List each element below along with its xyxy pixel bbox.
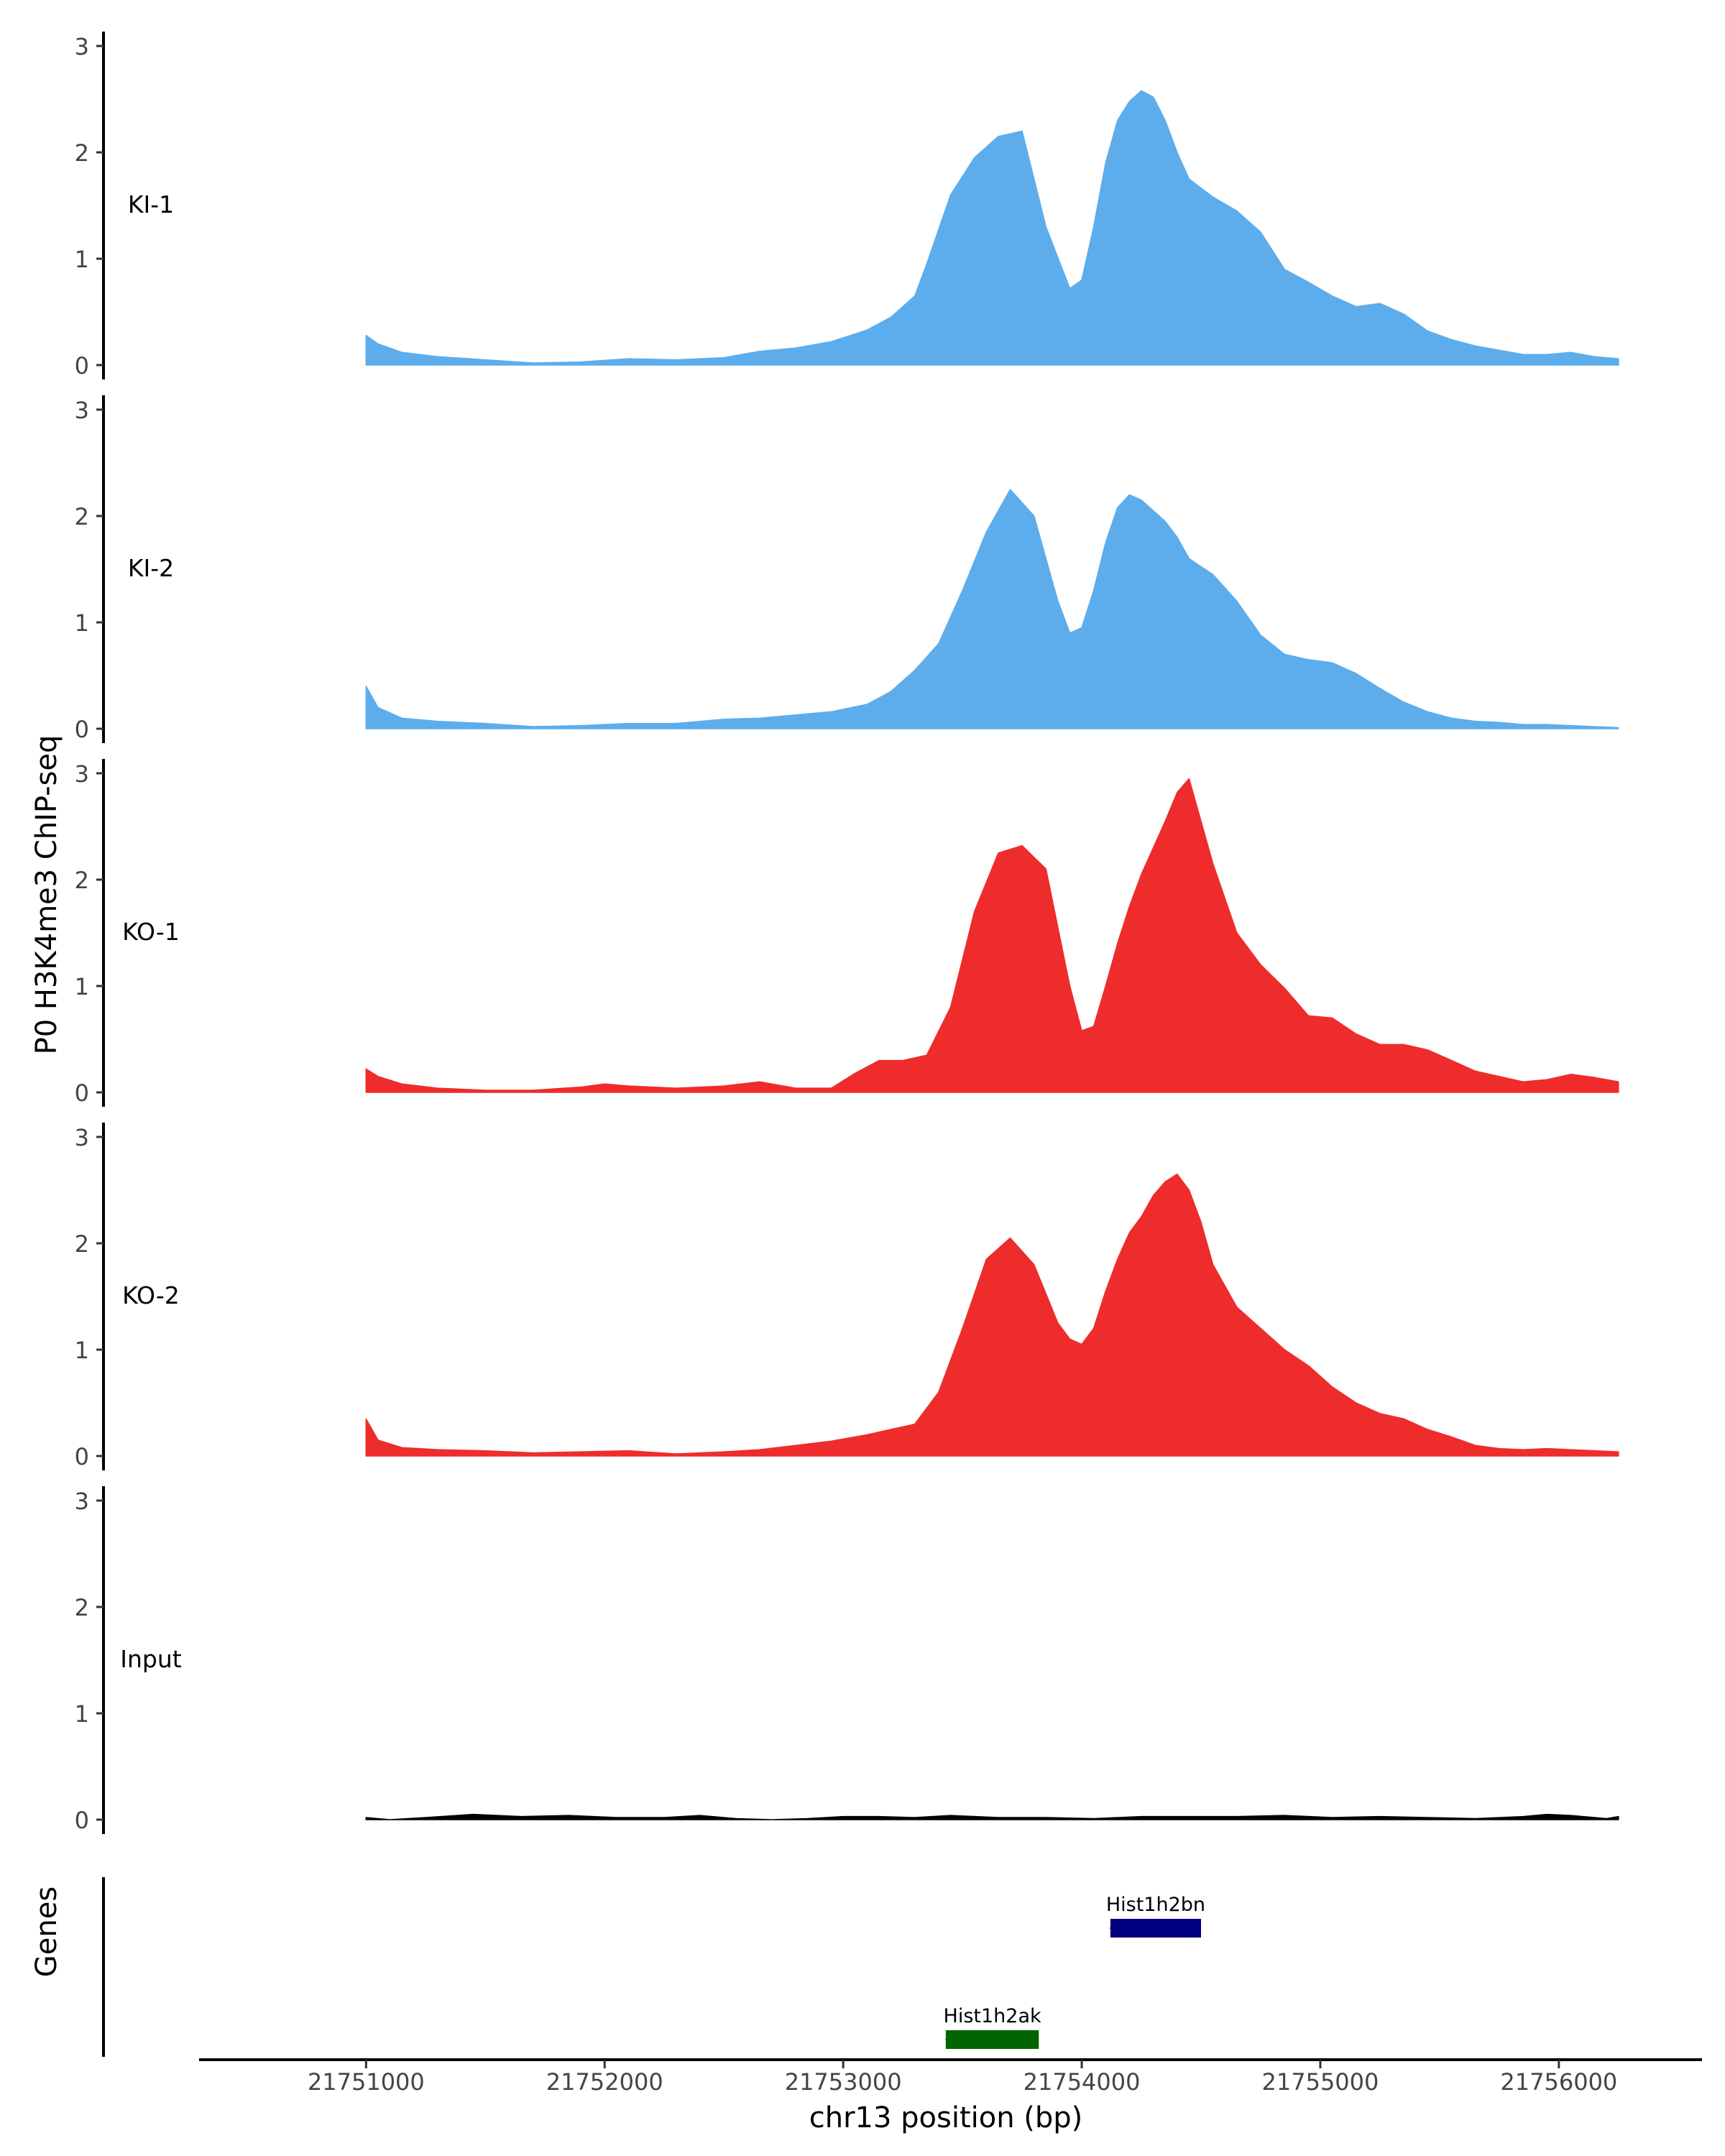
y-tick-label: 2 xyxy=(75,139,89,167)
track-ki-1: 0 1 2 3 KI-1 xyxy=(75,32,1619,379)
y-tick-label: 1 xyxy=(75,246,89,273)
y-tick-label: 2 xyxy=(75,867,89,894)
x-axis: 21751000 21752000 21753000 21754000 21755000… xyxy=(199,2058,1702,2096)
track-ko-1: 0 1 2 3 KO-1 xyxy=(75,759,1619,1107)
gene-hist1h2ak: Hist1h2ak xyxy=(944,2005,1041,2049)
y-axis-title: P0 H3K4me3 ChIP-seq xyxy=(30,735,63,1055)
y-tick-label: 1 xyxy=(75,609,89,637)
strand-arrow-icon xyxy=(944,2031,957,2048)
genes-panel: Hist1h2bn Hist1h2ak xyxy=(102,1877,1205,2057)
track-ki-2: 0 1 2 3 KI-2 xyxy=(75,395,1619,743)
x-tick-label: 21752000 xyxy=(546,2068,663,2096)
signal-area xyxy=(365,1813,1619,1820)
signal-area xyxy=(365,90,1619,366)
gene-label: Hist1h2ak xyxy=(944,2005,1041,2027)
signal-area xyxy=(365,778,1619,1093)
x-tick-label: 21753000 xyxy=(785,2068,902,2096)
y-tick-label: 1 xyxy=(75,1337,89,1364)
x-tick-label: 21754000 xyxy=(1024,2068,1141,2096)
y-tick-label: 3 xyxy=(75,1124,89,1151)
x-tick-label: 21751000 xyxy=(308,2068,425,2096)
y-tick-label: 0 xyxy=(75,1443,89,1470)
track-label: Input xyxy=(120,1645,182,1673)
track-input: 0 1 2 3 Input xyxy=(75,1486,1619,1834)
gene-label: Hist1h2bn xyxy=(1106,1894,1205,1916)
y-tick-label: 2 xyxy=(75,1230,89,1258)
y-tick-label: 1 xyxy=(75,973,89,1000)
y-tick-label: 3 xyxy=(75,760,89,788)
y-tick-label: 2 xyxy=(75,1594,89,1621)
gene-body xyxy=(1110,1919,1201,1938)
gene-body xyxy=(945,2030,1039,2049)
genes-axis-title: Genes xyxy=(30,1886,63,1977)
y-tick-label: 3 xyxy=(75,33,89,60)
y-tick-label: 0 xyxy=(75,1079,89,1107)
x-tick-label: 21755000 xyxy=(1262,2068,1379,2096)
signal-area xyxy=(365,489,1619,729)
strand-arrow-icon xyxy=(1109,1920,1122,1937)
signal-area xyxy=(365,1174,1619,1457)
y-tick-label: 0 xyxy=(75,1807,89,1834)
y-tick-label: 2 xyxy=(75,503,89,530)
y-tick-label: 3 xyxy=(75,1488,89,1515)
y-tick-label: 0 xyxy=(75,716,89,743)
tracks-layer: 0 1 2 3 KI-1 0 1 2 3 KI-2 0 1 2 3 KO-1 0 1 2 3 KO-2 0 1 2 3 Inpu… xyxy=(75,32,1619,1834)
track-label: KI-1 xyxy=(128,190,174,218)
gene-hist1h2bn: Hist1h2bn xyxy=(1106,1894,1205,1938)
y-tick-label: 1 xyxy=(75,1700,89,1728)
track-label: KI-2 xyxy=(128,554,174,582)
y-tick-label: 0 xyxy=(75,352,89,379)
track-ko-2: 0 1 2 3 KO-2 xyxy=(75,1123,1619,1470)
x-axis-title: chr13 position (bp) xyxy=(809,2101,1083,2134)
track-label: KO-2 xyxy=(122,1281,180,1309)
x-tick-label: 21756000 xyxy=(1500,2068,1617,2096)
y-tick-label: 3 xyxy=(75,397,89,424)
track-label: KO-1 xyxy=(122,918,180,946)
